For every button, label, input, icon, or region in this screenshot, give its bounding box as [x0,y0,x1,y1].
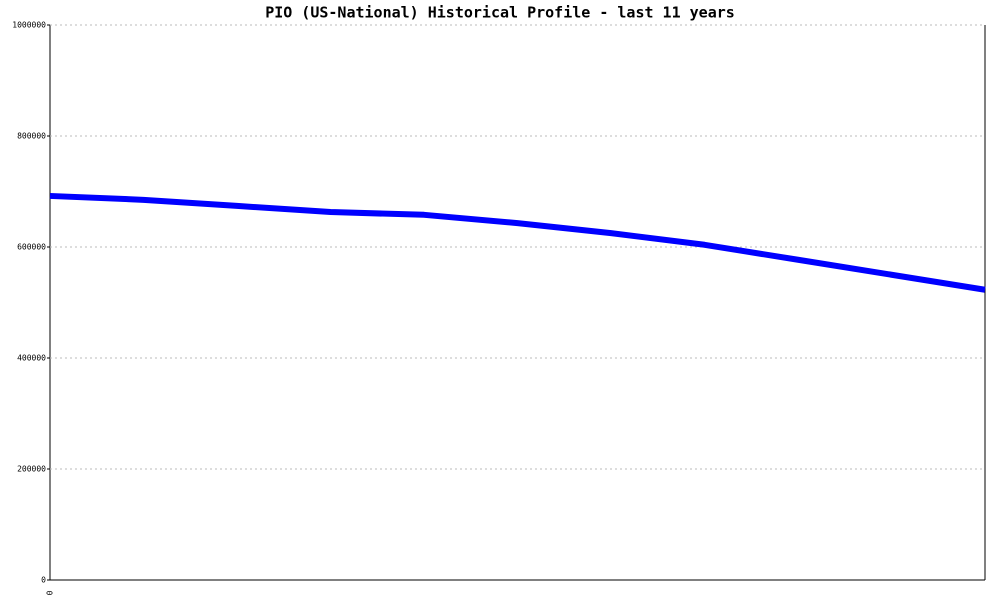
data-line [49,192,986,293]
y-tick-label: 800000 [17,132,46,141]
x-tick-label: 0 [46,590,55,595]
y-tick-label: 200000 [17,465,46,474]
y-tick-label: 400000 [17,354,46,363]
y-tick-label: 0 [41,576,46,585]
y-tick-label: 600000 [17,243,46,252]
chart-title: PIO (US-National) Historical Profile - l… [265,4,735,22]
y-tick-label: 1000000 [12,21,46,30]
